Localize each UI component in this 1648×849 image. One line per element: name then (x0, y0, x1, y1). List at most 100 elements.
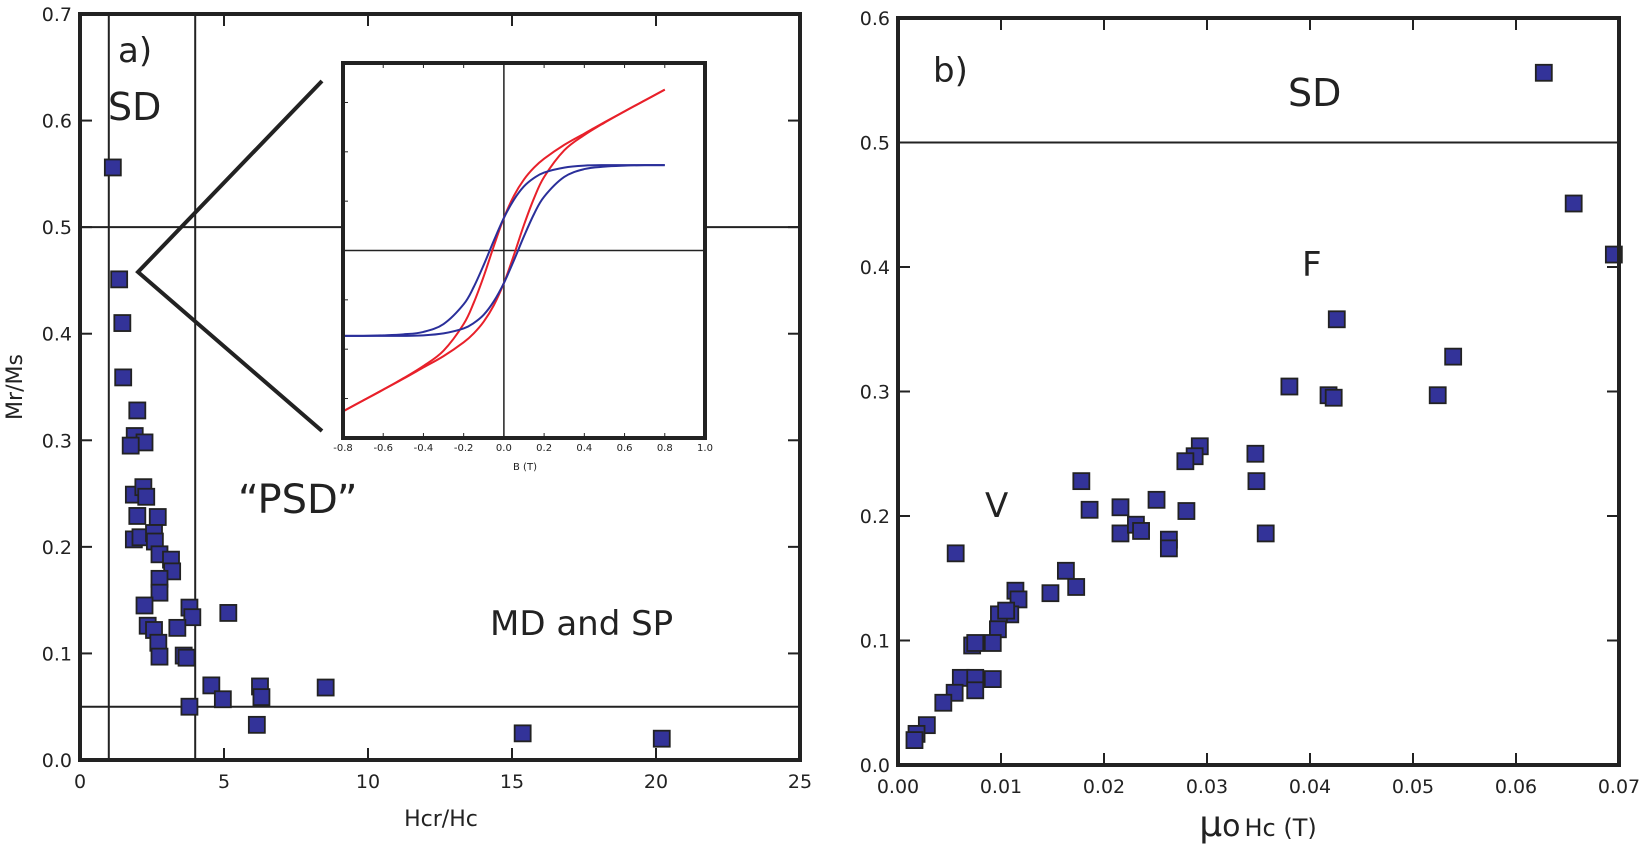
data-point (1324, 388, 1343, 407)
data-point (983, 670, 1002, 688)
inset-x-tick-label: 1.0 (697, 443, 713, 454)
x-tick-label: 20 (644, 771, 668, 793)
inset-x-tick-label: -0.8 (333, 443, 353, 454)
data-point (316, 678, 335, 697)
data-point (997, 601, 1016, 620)
x-axis-title-b-text: Hc (T) (1245, 814, 1317, 842)
data-point (121, 436, 140, 455)
data-point (1041, 584, 1060, 603)
data-point (1247, 472, 1266, 491)
data-point (213, 690, 232, 709)
panel-b-label: b) (933, 51, 968, 91)
y-tick-label: 0.0 (860, 755, 890, 777)
data-point (202, 676, 221, 695)
data-point (1147, 490, 1166, 509)
y-tick-label: 0.6 (42, 111, 72, 133)
data-point (114, 368, 133, 387)
y-tick-label: 0.5 (42, 217, 72, 239)
annotation-f: F (1302, 245, 1322, 285)
panel-b: 0.00 0.01 0.02 0.03 0.04 0.05 0.06 0.07 0.0 0.1 0.… (860, 8, 1640, 798)
data-point (905, 731, 924, 749)
data-point (219, 604, 238, 622)
annotation-sd-b: SD (1288, 71, 1341, 115)
plot-frame (896, 16, 1621, 767)
y-tick-label: 0.2 (860, 506, 890, 528)
data-point (1132, 522, 1150, 540)
x-tick-label: 0.06 (1495, 776, 1537, 798)
data-point (1159, 539, 1178, 558)
y-tick-label: 0.2 (42, 537, 72, 559)
inset-x-tick-label: 0.0 (496, 443, 512, 454)
y-tick-label: 0.4 (860, 257, 890, 279)
data-point (247, 715, 266, 734)
mu-symbol: μ (1199, 804, 1222, 845)
x-axis-title-b: μo Hc (T) (1199, 804, 1317, 845)
y-tick-label: 0.3 (42, 430, 72, 452)
data-point (1246, 444, 1265, 463)
y-tick-label: 0.6 (860, 8, 890, 30)
x-tick-label: 15 (500, 771, 524, 793)
x-tick-label: 0.05 (1392, 776, 1434, 798)
inset-x-tick-label: -0.2 (454, 443, 474, 454)
data-point (128, 401, 147, 420)
annotation-md-sp: MD and SP (490, 604, 673, 644)
data-point (934, 693, 953, 712)
data-point (1256, 524, 1275, 543)
data-point (946, 544, 965, 563)
data-point (966, 634, 985, 652)
y-tick-label: 0.1 (860, 631, 890, 653)
data-point (1056, 561, 1075, 580)
data-point (168, 618, 187, 637)
x-tick-label: 0.02 (1083, 776, 1125, 798)
data-point (252, 688, 271, 707)
x-tick-label: 5 (218, 771, 230, 793)
inset-x-tick-label: -0.4 (414, 443, 434, 454)
annotation-sd-a: SD (108, 85, 161, 129)
inset-x-axis-title: B (T) (513, 462, 537, 473)
data-point (1564, 194, 1583, 213)
data-point (1111, 524, 1130, 543)
data-point (513, 724, 532, 743)
x-axis-title-a: Hcr/Hc (404, 807, 478, 832)
data-point (983, 634, 1002, 652)
data-point (128, 507, 147, 525)
data-point (1280, 377, 1299, 396)
data-point (177, 648, 196, 667)
x-tick-label: 0.03 (1186, 776, 1228, 798)
mu-subscript: o (1222, 809, 1240, 844)
x-tick-label: 0.07 (1598, 776, 1640, 798)
data-point (1072, 472, 1091, 491)
inset-hysteresis-plot: -0.8 -0.6 -0.4 -0.2 0.0 0.2 0.4 0.6 0.8 1.0 (333, 61, 713, 454)
zoom-callout-lines (135, 79, 324, 433)
data-point (1177, 502, 1196, 520)
inset-x-tick-label: 0.8 (657, 443, 673, 454)
data-point (1067, 578, 1086, 596)
data-point (1080, 500, 1099, 519)
data-point (1327, 310, 1346, 329)
x-tick-label: 0.04 (1289, 776, 1331, 798)
data-point (652, 729, 671, 748)
data-point (137, 487, 156, 506)
inset-curve-blue-lower (343, 164, 665, 337)
y-tick-label: 0.1 (42, 643, 72, 665)
y-axis-title-a: Mr/Ms (3, 354, 28, 420)
x-tick-label: 0 (74, 771, 86, 793)
data-point (148, 508, 167, 526)
annotation-v: V (985, 486, 1008, 526)
plot-frame (78, 12, 802, 762)
data-point (180, 697, 199, 716)
inset-x-tick-label: 0.6 (617, 443, 633, 454)
x-tick-label: 10 (356, 771, 380, 793)
y-tick-label: 0.3 (860, 382, 890, 404)
data-point (150, 583, 169, 602)
inset-curve-blue-upper (342, 164, 665, 337)
data-point (183, 608, 202, 627)
inset-x-tick-label: 0.4 (576, 443, 592, 454)
annotation-psd: “PSD” (238, 477, 357, 523)
data-point (135, 596, 154, 615)
inset-x-tick-label: 0.2 (536, 443, 552, 454)
y-tick-label: 0.5 (860, 133, 890, 155)
data-point (113, 314, 132, 332)
data-point (966, 681, 985, 700)
